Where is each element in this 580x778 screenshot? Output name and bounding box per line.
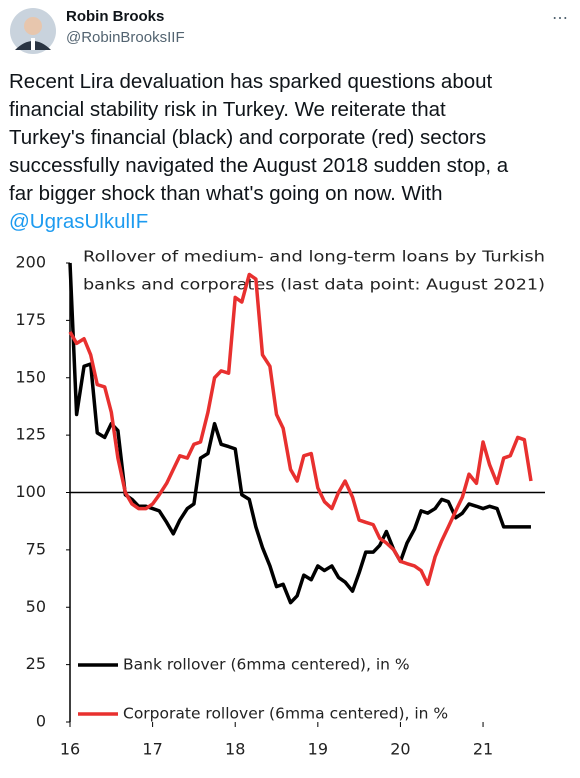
chart-title: banks and corporates (last data point: A… xyxy=(83,276,545,294)
x-tick-label: 21 xyxy=(473,740,493,759)
y-tick-label: 100 xyxy=(15,482,46,501)
series-line xyxy=(68,262,531,605)
y-tick-label: 25 xyxy=(26,654,46,673)
legend-label: Corporate rollover (6mma centered), in % xyxy=(123,705,448,723)
x-tick-label: 19 xyxy=(308,740,328,759)
chart: 0 25 50 75 100 125 150 175 200 16 17 18 19 20 21 Rollov… xyxy=(15,248,545,759)
more-button[interactable]: ⋯ xyxy=(552,10,568,27)
series-line xyxy=(68,272,533,587)
x-tick-label: 18 xyxy=(225,740,245,759)
y-tick-label: 50 xyxy=(26,597,46,616)
tweet-text: Recent Lira devaluation has sparked ques… xyxy=(9,68,508,236)
text-line: Recent Lira devaluation has sparked ques… xyxy=(9,70,493,93)
legend-label: Bank rollover (6mma centered), in % xyxy=(123,656,410,674)
author-name[interactable]: Robin Brooks xyxy=(66,8,165,25)
x-tick-label: 17 xyxy=(142,740,162,759)
mention-link[interactable]: @UgrasUlkulIF xyxy=(9,210,149,233)
y-tick-label: 175 xyxy=(15,310,46,329)
text-line: Turkey's financial (black) and corporate… xyxy=(9,126,487,149)
y-tick-label: 125 xyxy=(15,425,46,444)
text-line: successfully navigated the August 2018 s… xyxy=(9,154,509,177)
y-tick-label: 150 xyxy=(15,367,46,386)
x-tick-label: 20 xyxy=(390,740,410,759)
y-tick-label: 75 xyxy=(26,539,46,558)
text-line: far bigger shock than what's going on no… xyxy=(9,182,443,205)
chart-title: Rollover of medium- and long-term loans … xyxy=(83,248,545,266)
y-tick-label: 0 xyxy=(36,712,46,731)
author-handle[interactable]: @RobinBrooksIIF xyxy=(66,29,185,46)
x-tick-label: 16 xyxy=(60,740,80,759)
y-tick-label: 200 xyxy=(15,253,46,272)
text-line: financial stability risk in Turkey. We r… xyxy=(9,98,446,121)
avatar[interactable] xyxy=(10,8,56,54)
